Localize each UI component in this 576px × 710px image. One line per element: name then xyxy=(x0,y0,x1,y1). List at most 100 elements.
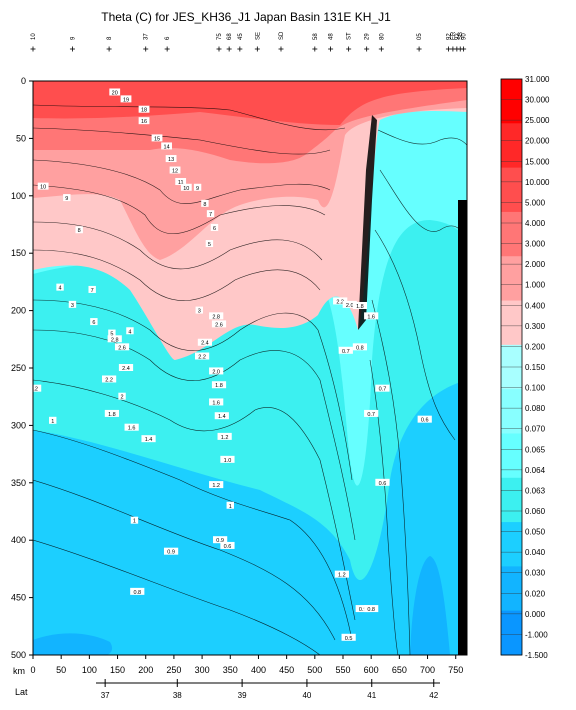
y-tick-label: 50 xyxy=(16,133,26,143)
y-tick-label: 250 xyxy=(11,363,26,373)
colorbar-swatch xyxy=(501,167,522,213)
contour-label: 3 xyxy=(198,309,201,315)
contour-label: 1.8 xyxy=(215,383,223,389)
x-tick-label: 750 xyxy=(448,665,463,675)
colorbar-level-label: 1.000 xyxy=(525,281,546,290)
contour-label: 18 xyxy=(141,108,147,114)
contour-label: 1.2 xyxy=(338,573,346,579)
isotherm-line xyxy=(33,249,321,301)
contour-label-bg xyxy=(118,392,126,400)
y-tick-label: 450 xyxy=(11,593,26,603)
station-label: 92 xyxy=(455,33,461,40)
x-tick-label: 650 xyxy=(392,665,407,675)
lat-tick-label: 40 xyxy=(302,691,311,700)
station-label: 05 xyxy=(417,33,423,40)
contour-label-bg xyxy=(33,384,42,392)
contour-label-bg xyxy=(193,183,202,191)
y-axis: 0 50 100 150 200 250 300 350 400 450 500 xyxy=(11,76,33,660)
colorbar-level-label: 0.080 xyxy=(525,404,546,413)
contour-label-bg xyxy=(210,223,219,231)
contour-label-bg xyxy=(108,329,116,337)
contour-label: 0.9 xyxy=(167,550,175,556)
colorbar-level-label: 0.100 xyxy=(525,384,546,393)
y-tick-label: 400 xyxy=(11,535,26,545)
colorbar-level-label: 10.000 xyxy=(525,178,550,187)
contour-label: 1.6 xyxy=(367,314,375,320)
contour-label-bg xyxy=(63,194,71,202)
contour-label-bg xyxy=(206,210,215,218)
contour-label: 0.8 xyxy=(356,345,364,351)
contour-label: 0.6 xyxy=(421,418,429,424)
contour-label-bg xyxy=(209,367,224,375)
contour-label-bg xyxy=(355,605,370,613)
contour-label-bg xyxy=(169,166,181,174)
contour-label: 12 xyxy=(172,169,178,175)
colorbar-frame xyxy=(500,78,523,656)
contour-label-bg xyxy=(163,547,179,555)
colorbar-level-label: 0.040 xyxy=(525,548,546,557)
station-label: 92 xyxy=(446,33,452,40)
contour-label: 6 xyxy=(92,320,95,326)
station-label: 68 xyxy=(227,33,233,40)
x-tick-label: 250 xyxy=(166,665,181,675)
station-label: 48 xyxy=(329,33,335,40)
x-tick-label: 0 xyxy=(30,665,35,675)
colorbar-level-label: 0.030 xyxy=(525,569,546,578)
isotherm-line xyxy=(377,129,467,146)
contour-label-bg xyxy=(194,352,210,360)
contour-label-bg xyxy=(161,142,172,150)
colorbar-level-label: 2.000 xyxy=(525,260,546,269)
contour-label: 19 xyxy=(123,97,129,103)
contour-label-bg xyxy=(124,423,139,431)
cold-pool-right xyxy=(410,556,450,655)
x-tick-label: 500 xyxy=(307,665,322,675)
deep-water-blue xyxy=(33,380,467,655)
colorbar-level-label: 0.200 xyxy=(525,342,546,351)
contour-label-bg xyxy=(101,375,117,383)
contour-label: 20 xyxy=(112,90,118,96)
lat-tick-label: 39 xyxy=(238,691,247,700)
contour-label: 13 xyxy=(168,157,174,163)
contour-label: 8 xyxy=(203,202,206,208)
contour-label-bg xyxy=(138,117,150,125)
y-tick-label: 200 xyxy=(11,306,26,316)
contour-label-bg xyxy=(75,226,83,234)
contour-label: 1 xyxy=(229,504,232,510)
contour-label-bg xyxy=(375,478,390,486)
contour-label-bg xyxy=(209,481,224,489)
contour-label-bg xyxy=(364,312,379,320)
contour-label-bg xyxy=(205,240,214,248)
station-label: 45 xyxy=(238,33,244,40)
station-label: SE xyxy=(255,32,261,40)
contour-label: 3 xyxy=(71,303,74,309)
y-tick-label: 300 xyxy=(11,420,26,430)
colorbar-level-label: 0.020 xyxy=(525,589,546,598)
x-axis: km 0 50 100 150 200 250 300 350 400 450 500 550 600 6… xyxy=(13,655,463,676)
contour-label: 0.9 xyxy=(216,538,224,544)
contour-label: 0.7 xyxy=(367,412,375,418)
contour-label-bg xyxy=(220,455,235,463)
contour-label-bg xyxy=(217,432,232,440)
contour-label: 9 xyxy=(65,196,68,202)
contour-label: 0.5 xyxy=(345,636,353,642)
colorbar-swatch xyxy=(501,256,522,302)
colorbar-level-label: 0.150 xyxy=(525,363,546,372)
colorbar-level-label: 0.400 xyxy=(525,301,546,310)
contour-label-bg xyxy=(213,536,228,544)
contour-label-bg xyxy=(141,435,156,443)
contour-label: 0.7 xyxy=(379,387,387,393)
x-tick-label: 50 xyxy=(56,665,66,675)
contour-label: 2.6 xyxy=(215,322,223,328)
station-label: 58 xyxy=(313,33,319,40)
contour-label-bg xyxy=(138,105,150,113)
lat-tick-label: 42 xyxy=(429,691,438,700)
contour-label: 2.4 xyxy=(201,341,209,347)
colorbar-level-label: 0.000 xyxy=(525,610,546,619)
station-label: 80 xyxy=(379,33,385,40)
colorbar-swatch xyxy=(501,433,522,479)
x-tick-label: 350 xyxy=(223,665,238,675)
